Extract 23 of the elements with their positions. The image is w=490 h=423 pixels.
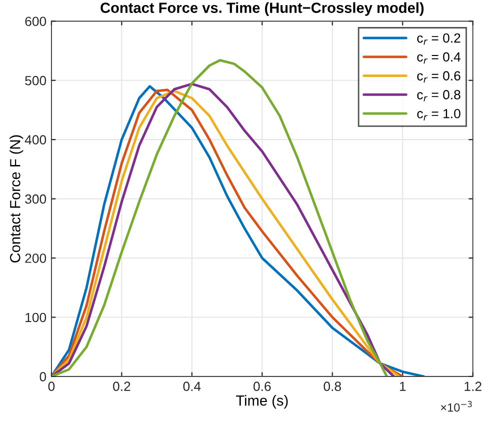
y-tick-label: 0 xyxy=(40,372,46,382)
x-axis-title: Time (s) xyxy=(236,395,288,409)
legend-label: c$_{r}$ = 0.2 xyxy=(417,33,460,45)
x-tick-label: 0.2 xyxy=(113,382,130,392)
legend-label: c$_{r}$ = 0.4 xyxy=(417,52,461,64)
y-tick-label: 600 xyxy=(25,16,46,26)
text: ×10$^{−3}$ xyxy=(440,400,472,412)
x-tick-label: 0.8 xyxy=(324,382,341,392)
y-tick-label: 300 xyxy=(25,194,46,204)
legend-label: c$_{r}$ = 0.8 xyxy=(417,90,460,102)
y-axis-title: Contact Force F (N) xyxy=(10,135,24,262)
x-tick-label: 0.4 xyxy=(183,382,201,392)
y-tick-label: 500 xyxy=(25,76,46,86)
x-tick-label: 1 xyxy=(400,382,406,391)
y-tick-label: 200 xyxy=(25,254,46,263)
legend-label: c$_{r}$ = 1.0 xyxy=(417,108,460,120)
x-tick-label: 0.6 xyxy=(253,382,271,392)
x-tick-label: 0 xyxy=(48,382,55,392)
legend-label: c$_{r}$ = 0.6 xyxy=(417,71,460,83)
y-tick-label: 100 xyxy=(26,312,46,322)
x-tick-label: 1.2 xyxy=(464,382,482,391)
y-tick-label: 400 xyxy=(24,135,46,144)
chart-title: Contact Force vs. Time (Hunt−Crossley model) xyxy=(100,2,424,16)
